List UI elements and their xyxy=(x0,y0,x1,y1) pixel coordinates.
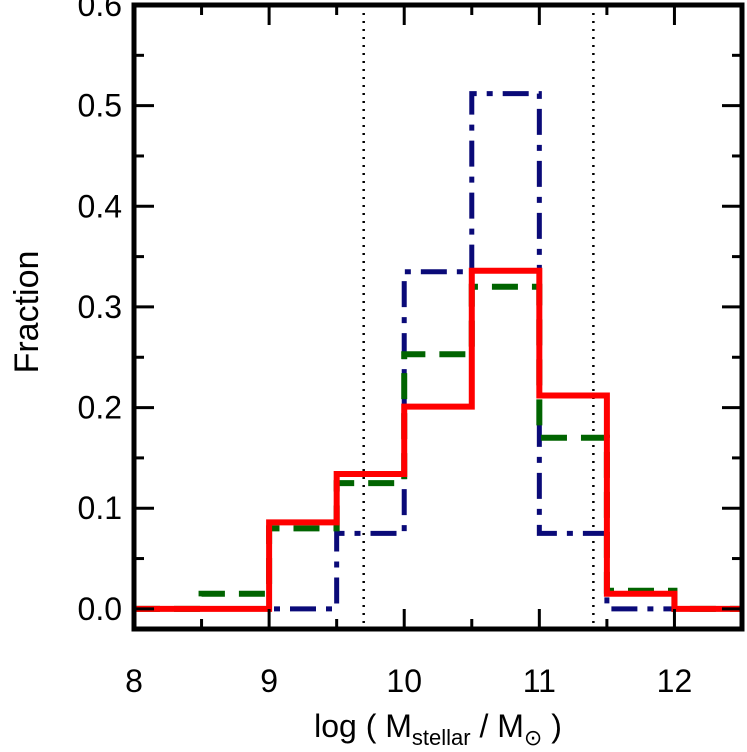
x-tick-labels: 8 9 10 11 12 xyxy=(125,663,692,699)
series-solid-line xyxy=(134,267,742,612)
y-tick-label: 0.4 xyxy=(78,188,122,224)
tick-marks xyxy=(132,3,744,629)
series-dash-dot-line xyxy=(134,91,742,612)
y-axis-label: Fraction xyxy=(8,251,46,374)
x-tick-label: 9 xyxy=(260,663,278,699)
x-axis-label-mid: / M xyxy=(471,708,524,744)
y-tick-label: 0.5 xyxy=(78,88,122,124)
y-tick-label: 0.3 xyxy=(78,289,122,325)
reference-lines xyxy=(362,5,595,629)
series-dashed-line xyxy=(134,283,742,612)
x-tick-label: 11 xyxy=(523,663,556,699)
y-tick-label: 0.6 xyxy=(78,0,122,23)
x-tick-label: 12 xyxy=(657,663,693,699)
x-tick-label: 8 xyxy=(125,663,143,699)
series-layer xyxy=(134,91,742,612)
plot-frame xyxy=(131,2,745,632)
y-tick-label: 0.0 xyxy=(78,591,122,627)
y-tick-label: 0.2 xyxy=(78,390,122,426)
y-tick-label: 0.1 xyxy=(78,490,122,526)
x-axis-label-sub-stellar: stellar xyxy=(412,725,471,747)
x-axis-label-sub-sun: ⊙ xyxy=(524,725,542,747)
x-axis-label-prefix: log ( M xyxy=(314,708,412,744)
x-axis-label: log ( Mstellar / M⊙ ) xyxy=(314,708,562,747)
x-axis-label-suffix: ) xyxy=(542,708,562,744)
x-tick-label: 10 xyxy=(386,663,422,699)
y-tick-labels: 0.0 0.1 0.2 0.3 0.4 0.5 0.6 xyxy=(78,0,122,627)
